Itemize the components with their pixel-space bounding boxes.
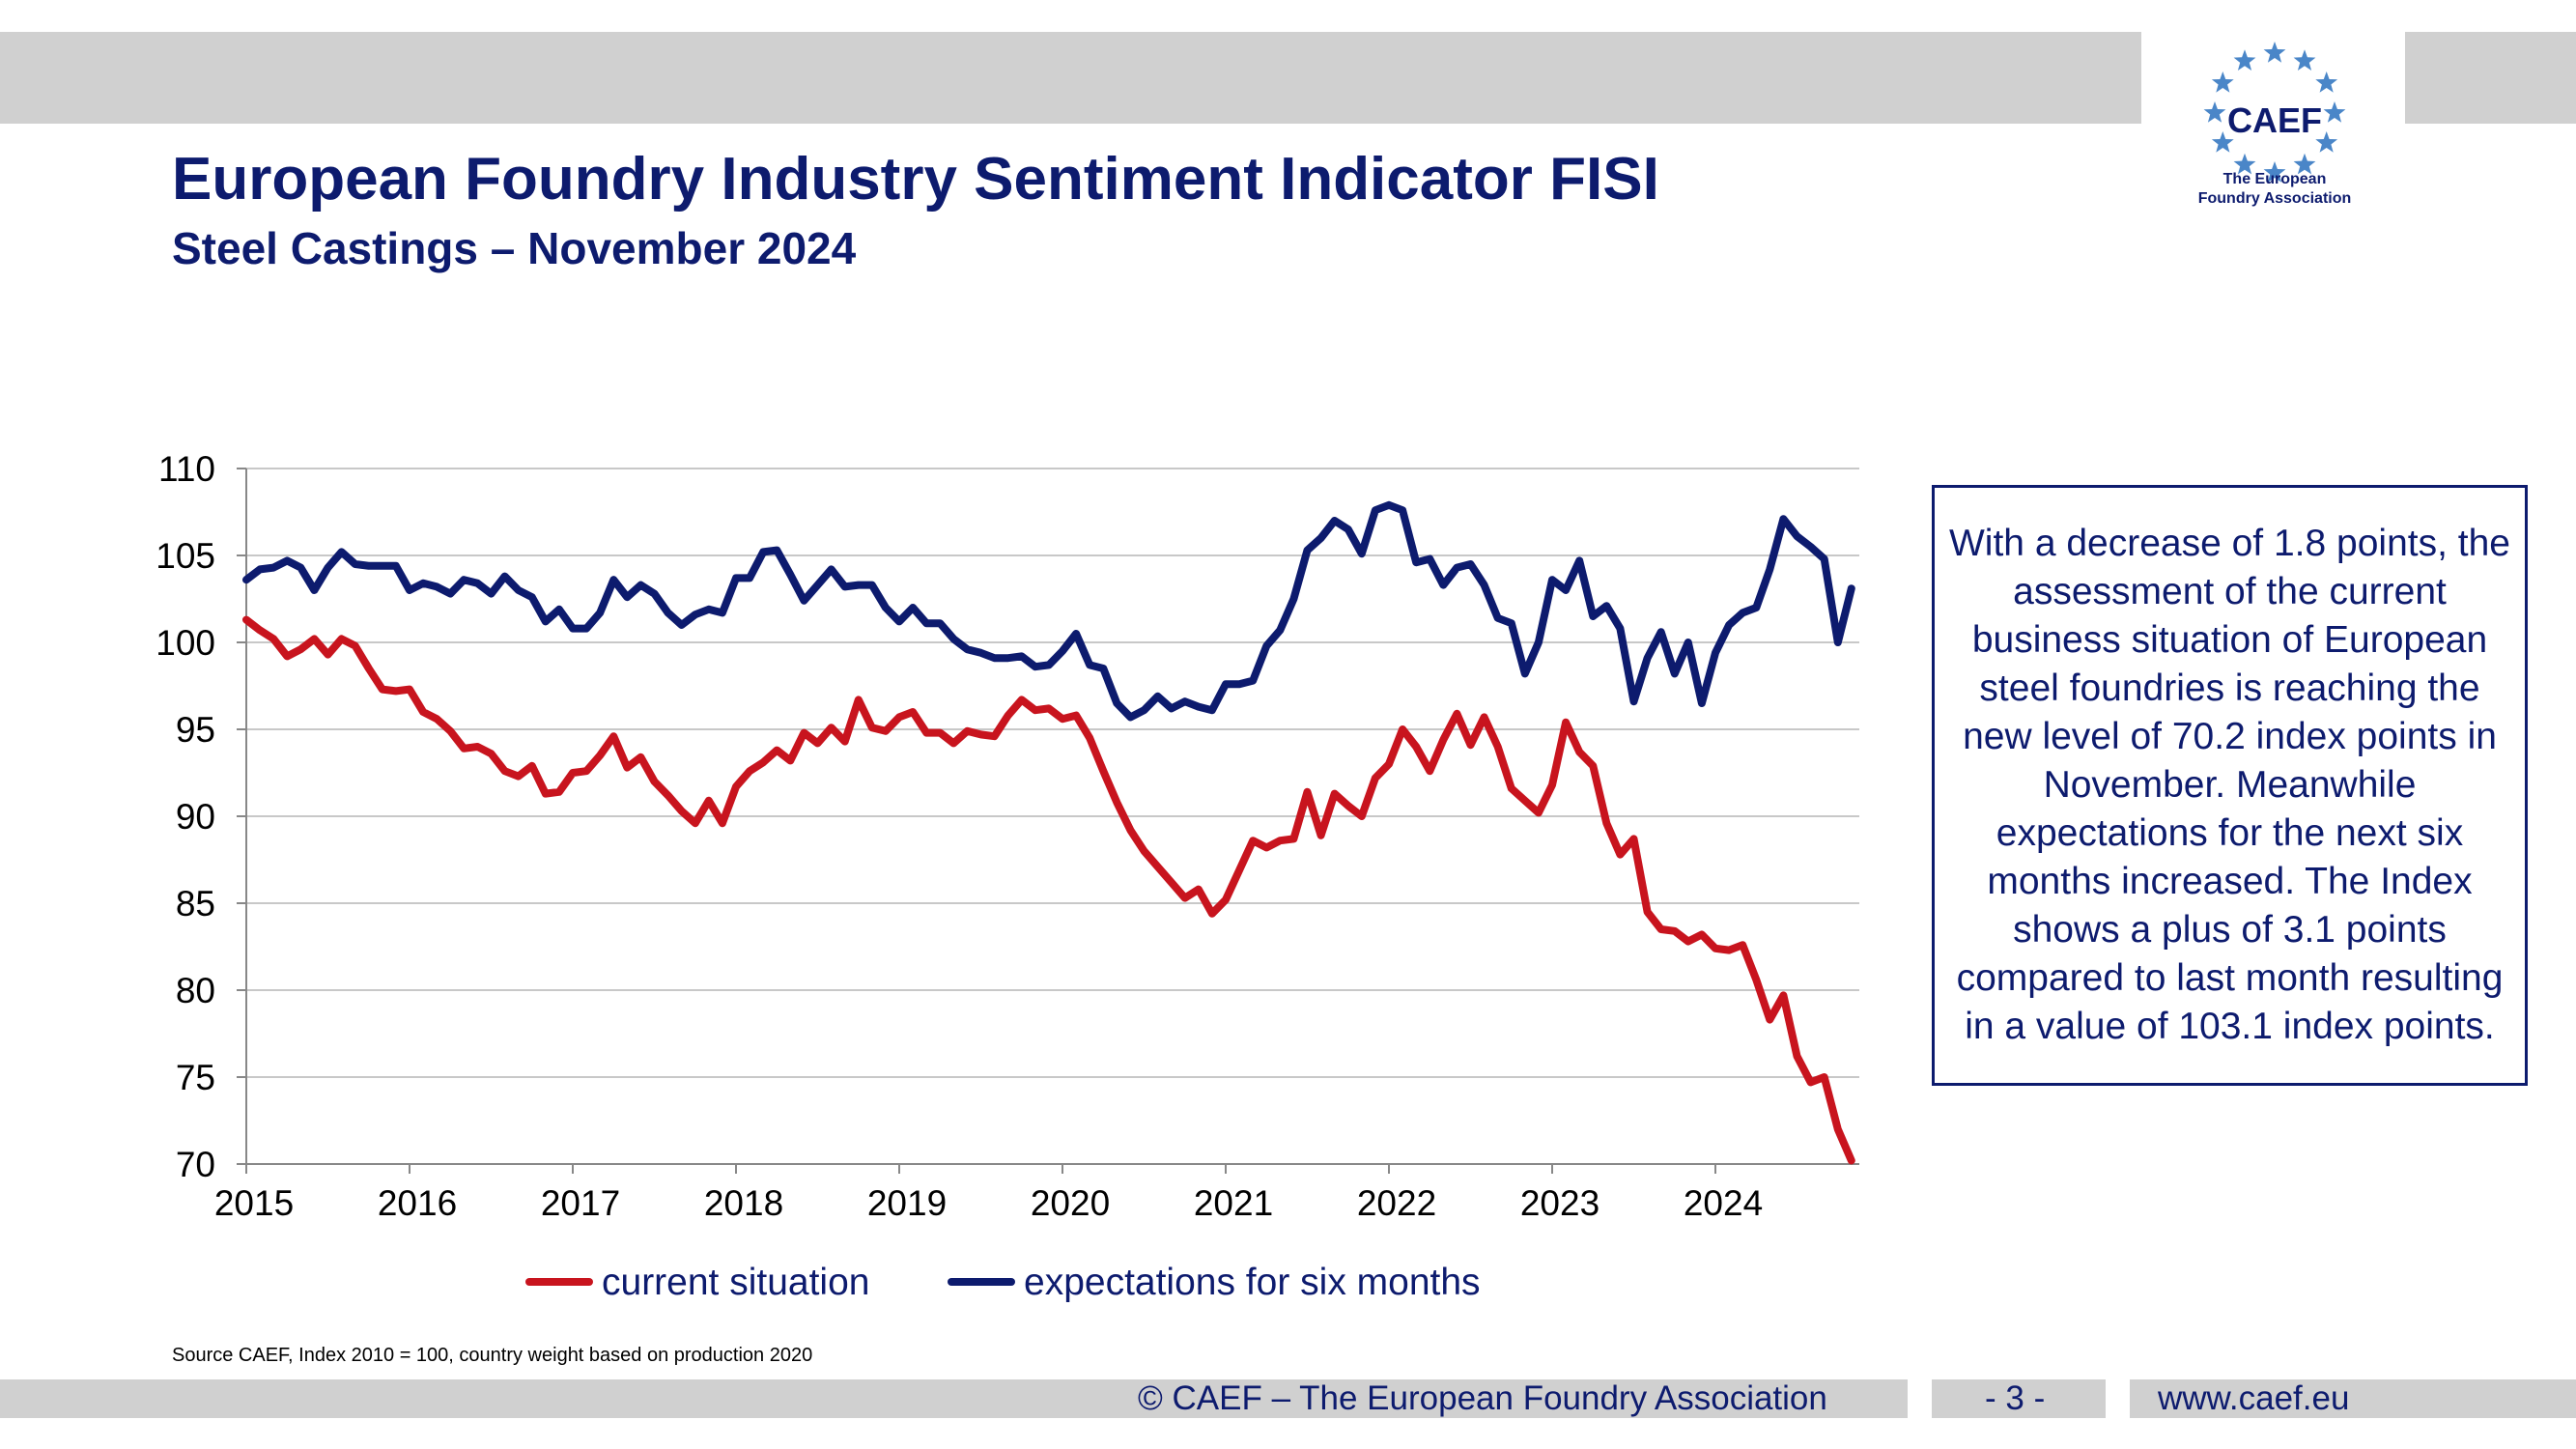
- series-line-expectations: [242, 500, 1855, 722]
- info-box: With a decrease of 1.8 points, the asses…: [1932, 485, 2528, 1086]
- logo-text: CAEF: [2227, 100, 2322, 140]
- y-tick-label: 80: [176, 971, 215, 1010]
- page-title: European Foundry Industry Sentiment Indi…: [172, 146, 1659, 213]
- footer-bar-right: [2130, 1379, 2576, 1418]
- footer-url-link[interactable]: www.caef.eu: [2158, 1379, 2350, 1417]
- y-tick-label: 75: [176, 1058, 215, 1097]
- legend-label: expectations for six months: [1024, 1262, 1481, 1303]
- x-tick-label: 2021: [1194, 1183, 1273, 1223]
- x-tick-label: 2018: [704, 1183, 783, 1223]
- x-tick-label: 2024: [1684, 1183, 1763, 1223]
- series-layer: [242, 500, 1855, 1165]
- grid-layer: [246, 468, 1859, 1078]
- x-tick-label: 2023: [1520, 1183, 1599, 1223]
- footer-bar-middle: [1932, 1379, 2106, 1418]
- y-tick-label: 90: [176, 797, 215, 837]
- logo-star-icon: [2211, 131, 2234, 153]
- logo-star-icon: [2323, 101, 2346, 123]
- line-chart: 70 75 80 85 90 95 100 105 110 2015 2016 2017 2018 201…: [156, 449, 1859, 1303]
- legend-layer: current situation expectations for six mo…: [525, 1262, 1481, 1303]
- x-tick-label: 2020: [1031, 1183, 1110, 1223]
- footer-copyright: © CAEF – The European Foundry Associatio…: [1138, 1379, 1827, 1417]
- y-tick-label: 95: [176, 710, 215, 750]
- logo-star-icon: [2293, 49, 2316, 71]
- info-text: With a decrease of 1.8 points, the asses…: [1948, 523, 2510, 1047]
- footer-page-number: - 3 -: [1985, 1379, 2046, 1417]
- x-tick-label: 2017: [541, 1183, 620, 1223]
- axis-layer: 70 75 80 85 90 95 100 105 110 2015 2016 2017 2018 201…: [156, 449, 1859, 1223]
- source-note: Source CAEF, Index 2010 = 100, country w…: [172, 1345, 813, 1366]
- x-tick-label: 2015: [214, 1183, 294, 1223]
- page-subtitle: Steel Castings – November 2024: [172, 223, 857, 273]
- logo-star-icon: [2233, 153, 2256, 175]
- logo-star-icon: [2315, 71, 2338, 93]
- logo-star-icon: [2211, 71, 2234, 93]
- logo-stars: [2203, 42, 2346, 183]
- y-tick-label: 85: [176, 884, 215, 923]
- logo-caption: The European Foundry Association: [2149, 170, 2400, 209]
- logo-star-icon: [2293, 153, 2316, 175]
- logo-caption-line1: The European: [2222, 171, 2327, 187]
- logo-star-icon: [2233, 49, 2256, 71]
- y-tick-label: 110: [158, 449, 215, 489]
- x-tick-label: 2022: [1357, 1183, 1436, 1223]
- header-bar: [0, 32, 2141, 124]
- legend-label: current situation: [602, 1262, 869, 1303]
- logo-star-icon: [2315, 131, 2338, 153]
- caef-logo: CAEF: [2203, 42, 2346, 183]
- header-bar-right: [2405, 32, 2576, 124]
- logo-caption-line2: Foundry Association: [2197, 190, 2352, 207]
- y-tick-label: 70: [176, 1145, 215, 1184]
- logo-star-icon: [2263, 42, 2286, 63]
- logo-star-icon: [2203, 101, 2226, 123]
- footer-bar-left: [0, 1379, 1908, 1418]
- x-tick-label: 2019: [867, 1183, 947, 1223]
- x-tick-label: 2016: [378, 1183, 457, 1223]
- y-tick-label: 100: [156, 623, 215, 663]
- logo-star-icon: [2263, 161, 2286, 183]
- series-line-current-situation: [242, 615, 1855, 1165]
- y-tick-label: 105: [156, 536, 215, 576]
